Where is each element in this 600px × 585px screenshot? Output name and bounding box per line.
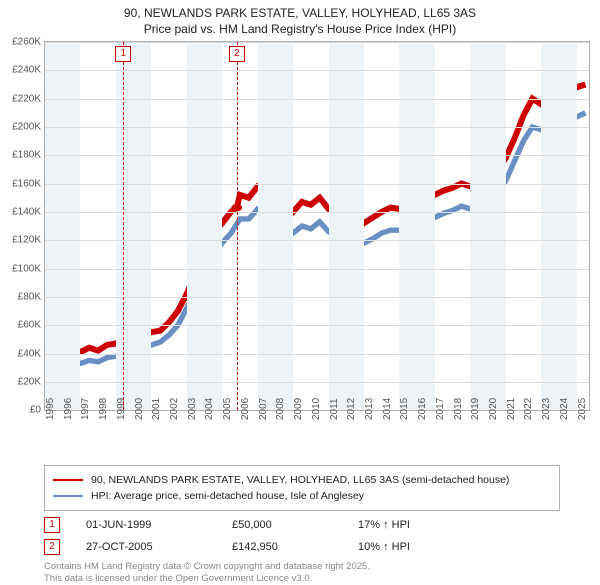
x-tick-label: 2022 bbox=[523, 398, 534, 420]
x-tick-label: 2016 bbox=[417, 398, 428, 420]
y-tick-label: £60K bbox=[18, 320, 41, 331]
grid-h bbox=[45, 70, 589, 71]
x-tick-label: 2021 bbox=[506, 398, 517, 420]
y-tick-label: £80K bbox=[18, 291, 41, 302]
grid-h bbox=[45, 184, 589, 185]
title-block: 90, NEWLANDS PARK ESTATE, VALLEY, HOLYHE… bbox=[0, 0, 600, 41]
title-line-2: Price paid vs. HM Land Registry's House … bbox=[0, 22, 600, 38]
grid-h bbox=[45, 382, 589, 383]
event-price-1: £50,000 bbox=[232, 519, 332, 531]
grid-h bbox=[45, 127, 589, 128]
event-marker-1: 1 bbox=[44, 517, 60, 533]
event-date-2: 27-OCT-2005 bbox=[86, 541, 206, 553]
x-tick-label: 2012 bbox=[346, 398, 357, 420]
x-tick-label: 2018 bbox=[453, 398, 464, 420]
alt-band bbox=[329, 42, 364, 410]
grid-h bbox=[45, 325, 589, 326]
plot-area: £0£20K£40K£60K£80K£100K£120K£140K£160K£1… bbox=[44, 41, 590, 411]
legend-label-hpi: HPI: Average price, semi-detached house,… bbox=[91, 490, 364, 502]
event-date-1: 01-JUN-1999 bbox=[86, 519, 206, 531]
y-tick-label: £140K bbox=[12, 207, 41, 218]
legend-label-price-paid: 90, NEWLANDS PARK ESTATE, VALLEY, HOLYHE… bbox=[91, 474, 509, 486]
x-tick-label: 2001 bbox=[151, 398, 162, 420]
grid-h bbox=[45, 297, 589, 298]
chart-area: £0£20K£40K£60K£80K£100K£120K£140K£160K£1… bbox=[44, 41, 590, 431]
chart-container: 90, NEWLANDS PARK ESTATE, VALLEY, HOLYHE… bbox=[0, 0, 600, 560]
x-tick-label: 1995 bbox=[45, 398, 56, 420]
event-delta-2: 10% ↑ HPI bbox=[358, 541, 410, 553]
x-tick-label: 2015 bbox=[399, 398, 410, 420]
x-tick-label: 2006 bbox=[240, 398, 251, 420]
y-tick-label: £200K bbox=[12, 122, 41, 133]
x-tick-label: 2017 bbox=[435, 398, 446, 420]
x-tick-label: 2023 bbox=[541, 398, 552, 420]
x-tick-label: 1996 bbox=[63, 398, 74, 420]
event-marker-2: 2 bbox=[44, 539, 60, 555]
alt-band bbox=[258, 42, 293, 410]
grid-h bbox=[45, 354, 589, 355]
x-tick-label: 2025 bbox=[577, 398, 588, 420]
x-tick-label: 2019 bbox=[470, 398, 481, 420]
x-tick-label: 2008 bbox=[275, 398, 286, 420]
y-tick-label: £220K bbox=[12, 93, 41, 104]
event-rows: 1 01-JUN-1999 £50,000 17% ↑ HPI 2 27-OCT… bbox=[44, 517, 560, 555]
marker-flag: 2 bbox=[229, 46, 245, 62]
y-tick-label: £120K bbox=[12, 235, 41, 246]
footnote-line-2: This data is licensed under the Open Gov… bbox=[44, 573, 560, 585]
x-tick-label: 2024 bbox=[559, 398, 570, 420]
x-tick-label: 2011 bbox=[329, 399, 340, 421]
footnote: Contains HM Land Registry data © Crown c… bbox=[44, 561, 560, 585]
alt-band bbox=[116, 42, 151, 410]
y-tick-label: £180K bbox=[12, 150, 41, 161]
title-line-1: 90, NEWLANDS PARK ESTATE, VALLEY, HOLYHE… bbox=[0, 6, 600, 22]
event-price-2: £142,950 bbox=[232, 541, 332, 553]
marker-vline bbox=[123, 42, 124, 410]
x-tick-label: 2005 bbox=[222, 398, 233, 420]
alt-band bbox=[45, 42, 80, 410]
grid-h bbox=[45, 155, 589, 156]
x-tick-label: 2007 bbox=[258, 398, 269, 420]
y-tick-label: £100K bbox=[12, 263, 41, 274]
grid-h bbox=[45, 42, 589, 43]
y-tick-label: £160K bbox=[12, 178, 41, 189]
x-tick-label: 2002 bbox=[169, 398, 180, 420]
x-tick-label: 2010 bbox=[311, 398, 322, 420]
legend-box: 90, NEWLANDS PARK ESTATE, VALLEY, HOLYHE… bbox=[44, 465, 560, 511]
x-tick-label: 1997 bbox=[80, 398, 91, 420]
grid-h bbox=[45, 240, 589, 241]
alt-band bbox=[187, 42, 222, 410]
alt-band bbox=[541, 42, 576, 410]
x-tick-label: 2004 bbox=[204, 398, 215, 420]
x-tick-label: 1999 bbox=[116, 398, 127, 420]
alt-band bbox=[399, 42, 434, 410]
grid-h bbox=[45, 212, 589, 213]
event-delta-1: 17% ↑ HPI bbox=[358, 519, 410, 531]
y-tick-label: £260K bbox=[12, 37, 41, 48]
grid-h bbox=[45, 269, 589, 270]
event-row-2: 2 27-OCT-2005 £142,950 10% ↑ HPI bbox=[44, 539, 560, 555]
marker-flag: 1 bbox=[115, 46, 131, 62]
footnote-line-1: Contains HM Land Registry data © Crown c… bbox=[44, 561, 560, 573]
legend-swatch-price-paid bbox=[53, 479, 83, 481]
alt-band bbox=[470, 42, 505, 410]
y-tick-label: £0 bbox=[30, 405, 41, 416]
x-tick-label: 1998 bbox=[98, 398, 109, 420]
y-tick-label: £240K bbox=[12, 65, 41, 76]
x-tick-label: 2003 bbox=[187, 398, 198, 420]
x-tick-label: 2014 bbox=[382, 398, 393, 420]
x-tick-label: 2013 bbox=[364, 398, 375, 420]
legend-swatch-hpi bbox=[53, 495, 83, 497]
y-tick-label: £20K bbox=[18, 376, 41, 387]
x-tick-label: 2000 bbox=[134, 398, 145, 420]
legend-item-price-paid: 90, NEWLANDS PARK ESTATE, VALLEY, HOLYHE… bbox=[53, 472, 551, 488]
legend-item-hpi: HPI: Average price, semi-detached house,… bbox=[53, 488, 551, 504]
x-tick-label: 2020 bbox=[488, 398, 499, 420]
x-tick-label: 2009 bbox=[293, 398, 304, 420]
y-tick-label: £40K bbox=[18, 348, 41, 359]
event-row-1: 1 01-JUN-1999 £50,000 17% ↑ HPI bbox=[44, 517, 560, 533]
grid-h bbox=[45, 99, 589, 100]
marker-vline bbox=[237, 42, 238, 410]
